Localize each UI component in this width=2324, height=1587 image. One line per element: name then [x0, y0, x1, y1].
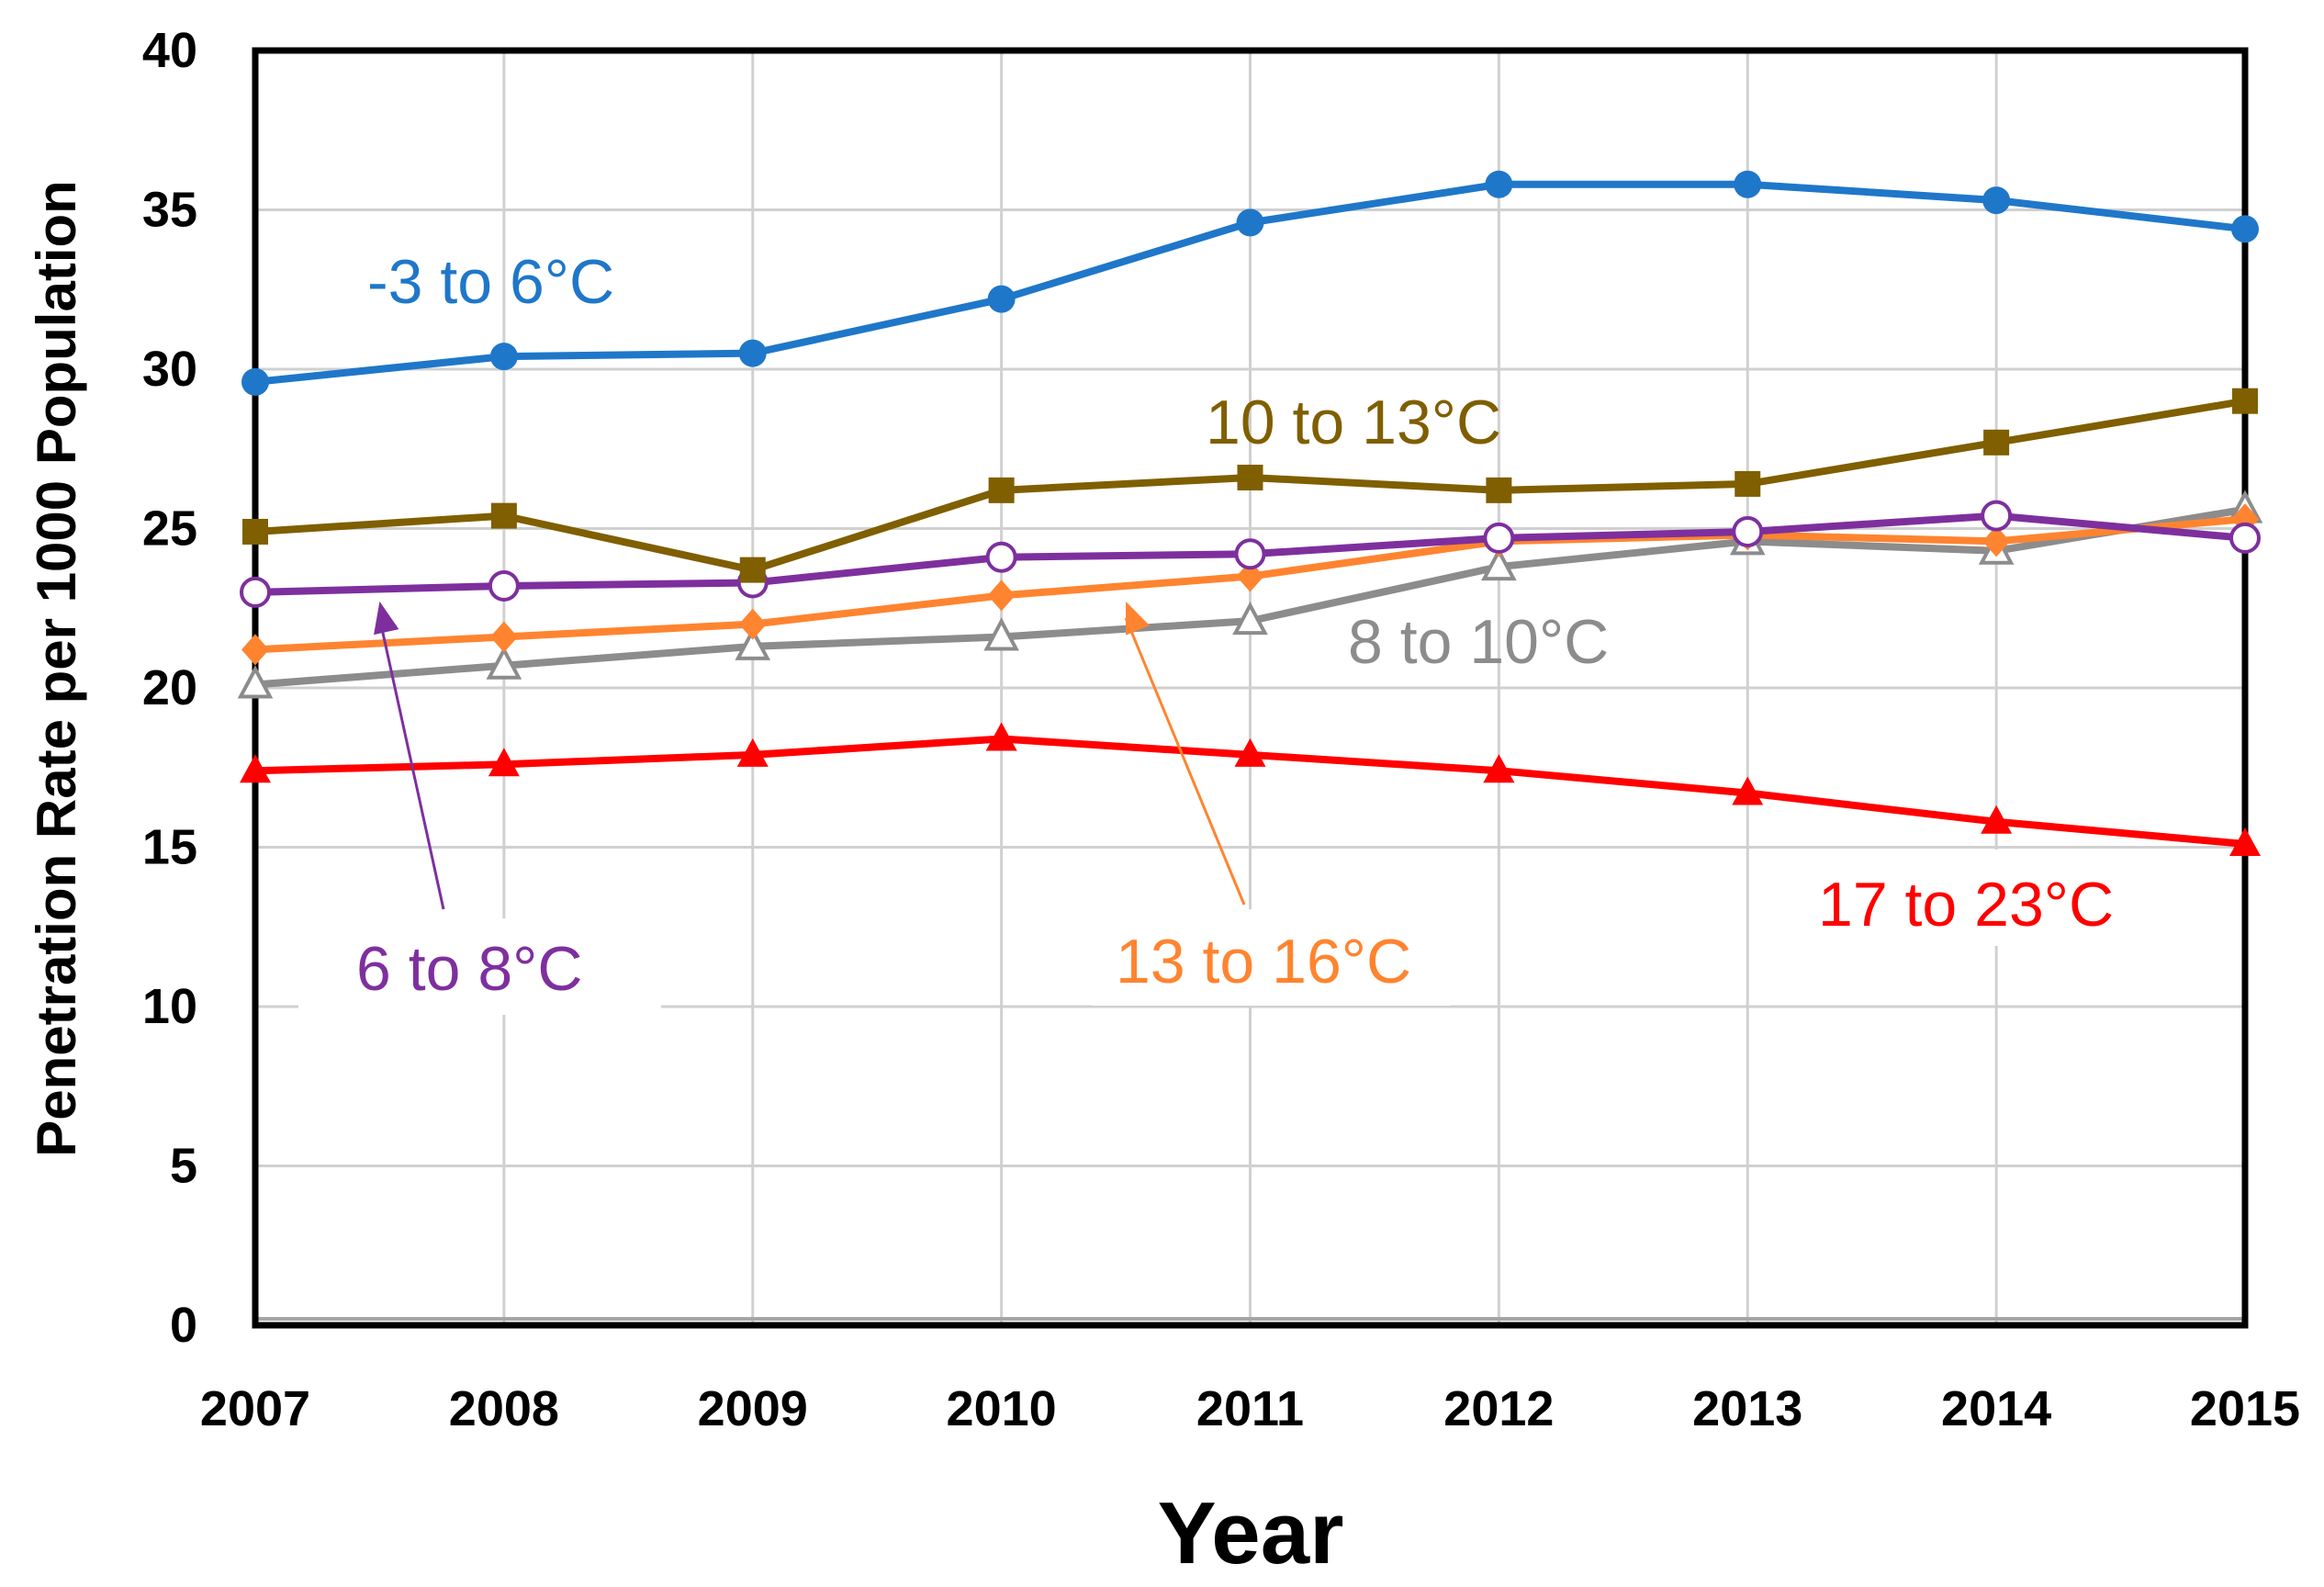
data-point: [988, 477, 1015, 503]
y-tick-label: 5: [170, 1139, 197, 1194]
data-point: [489, 343, 518, 371]
series-label: 17 to 23°C: [1818, 870, 2114, 940]
y-tick-label: 40: [142, 23, 197, 78]
series-label: 10 to 13°C: [1206, 388, 1501, 457]
data-point: [1232, 601, 1268, 636]
series-3-to-6-C: [241, 170, 2259, 396]
data-point: [987, 285, 1016, 313]
label-background: [298, 918, 661, 1015]
series-label: -3 to 6°C: [367, 247, 614, 317]
x-axis-title: Year: [1158, 1484, 1344, 1582]
x-tick-label: 2011: [1196, 1381, 1304, 1436]
y-tick-label: 30: [142, 342, 197, 397]
data-point: [736, 737, 769, 767]
arrow-shaft: [377, 617, 445, 910]
arrow-shaft: [1124, 617, 1246, 906]
series-label: 13 to 16°C: [1116, 927, 1411, 996]
data-point: [242, 518, 268, 545]
series-label: 8 to 10°C: [1348, 607, 1609, 677]
x-tick-label: 2007: [200, 1381, 310, 1436]
data-point: [1236, 560, 1264, 592]
x-tick-label: 2008: [449, 1381, 559, 1436]
data-point: [1981, 500, 2013, 532]
y-tick-label: 0: [170, 1298, 197, 1353]
y-tick-label: 20: [142, 660, 197, 715]
x-axis-ticks: 2007 2008 2009 2010 2011 2012 2013 2014 2015: [200, 1381, 2300, 1436]
x-tick-label: 2014: [1941, 1381, 2051, 1436]
data-point: [240, 754, 271, 783]
data-point: [1732, 776, 1764, 805]
data-point: [1982, 525, 2011, 557]
y-axis-title: Penetration Rate per 1000 Population: [26, 180, 87, 1157]
data-point: [1734, 170, 1762, 198]
data-point: [2229, 827, 2261, 857]
data-point: [1234, 538, 1266, 570]
series-group: [237, 170, 2263, 857]
y-axis-ticks: 0 5 10 15 20 25 30 35 40: [142, 23, 197, 1353]
data-point: [738, 339, 767, 367]
data-point: [2232, 388, 2258, 414]
data-point: [240, 576, 271, 608]
grid-lines: [253, 49, 2247, 1327]
data-point: [1237, 464, 1263, 490]
data-point: [488, 748, 520, 777]
arrow-head: [1126, 601, 1150, 636]
y-tick-label: 15: [142, 820, 197, 875]
arrow-head: [374, 601, 399, 636]
y-tick-label: 10: [142, 979, 197, 1034]
data-point: [1483, 522, 1515, 554]
data-point: [490, 502, 517, 529]
data-point: [486, 646, 522, 680]
y-tick-label: 35: [142, 183, 197, 238]
data-point: [2229, 522, 2261, 554]
data-point: [241, 634, 269, 666]
data-point: [1234, 737, 1266, 767]
y-tick-label: 25: [142, 501, 197, 557]
x-tick-label: 2015: [2190, 1381, 2300, 1436]
series-label: 6 to 8°C: [356, 934, 582, 1004]
data-point: [241, 367, 269, 396]
label-background: [1795, 850, 2162, 946]
data-point: [1485, 170, 1513, 198]
data-point: [488, 569, 520, 602]
data-point: [1732, 515, 1764, 547]
data-point: [1735, 470, 1761, 497]
x-tick-label: 2012: [1443, 1381, 1554, 1436]
data-point: [1481, 546, 1517, 581]
x-tick-label: 2009: [698, 1381, 808, 1436]
data-point: [1236, 208, 1264, 237]
series-8-to-10-C: [237, 490, 2263, 699]
data-point: [983, 617, 1019, 651]
data-point: [739, 557, 766, 583]
data-point: [2231, 215, 2259, 243]
data-point: [987, 580, 1016, 612]
data-point: [738, 608, 767, 640]
series-labels: -3 to 6°C 10 to 13°C 8 to 10°C 6 to 8°C 13 t…: [298, 247, 2162, 1015]
data-point: [1981, 805, 2013, 834]
x-tick-label: 2013: [1692, 1381, 1802, 1436]
series-6-to-8-C: [240, 500, 2261, 608]
series-17-to-23-C: [240, 722, 2261, 857]
series-10-to-13-C: [242, 388, 2258, 583]
data-point: [735, 626, 771, 660]
data-point: [489, 621, 518, 653]
x-tick-label: 2010: [947, 1381, 1057, 1436]
data-point: [1983, 429, 2010, 456]
data-point: [1486, 477, 1512, 503]
data-point: [985, 541, 1017, 573]
data-point: [1982, 186, 2011, 215]
label-background: [1093, 909, 1451, 1006]
annotation-arrow: [374, 601, 445, 910]
data-point: [237, 665, 274, 699]
data-point: [985, 722, 1017, 751]
annotation-arrow: [1124, 601, 1246, 906]
data-point: [1483, 754, 1515, 783]
